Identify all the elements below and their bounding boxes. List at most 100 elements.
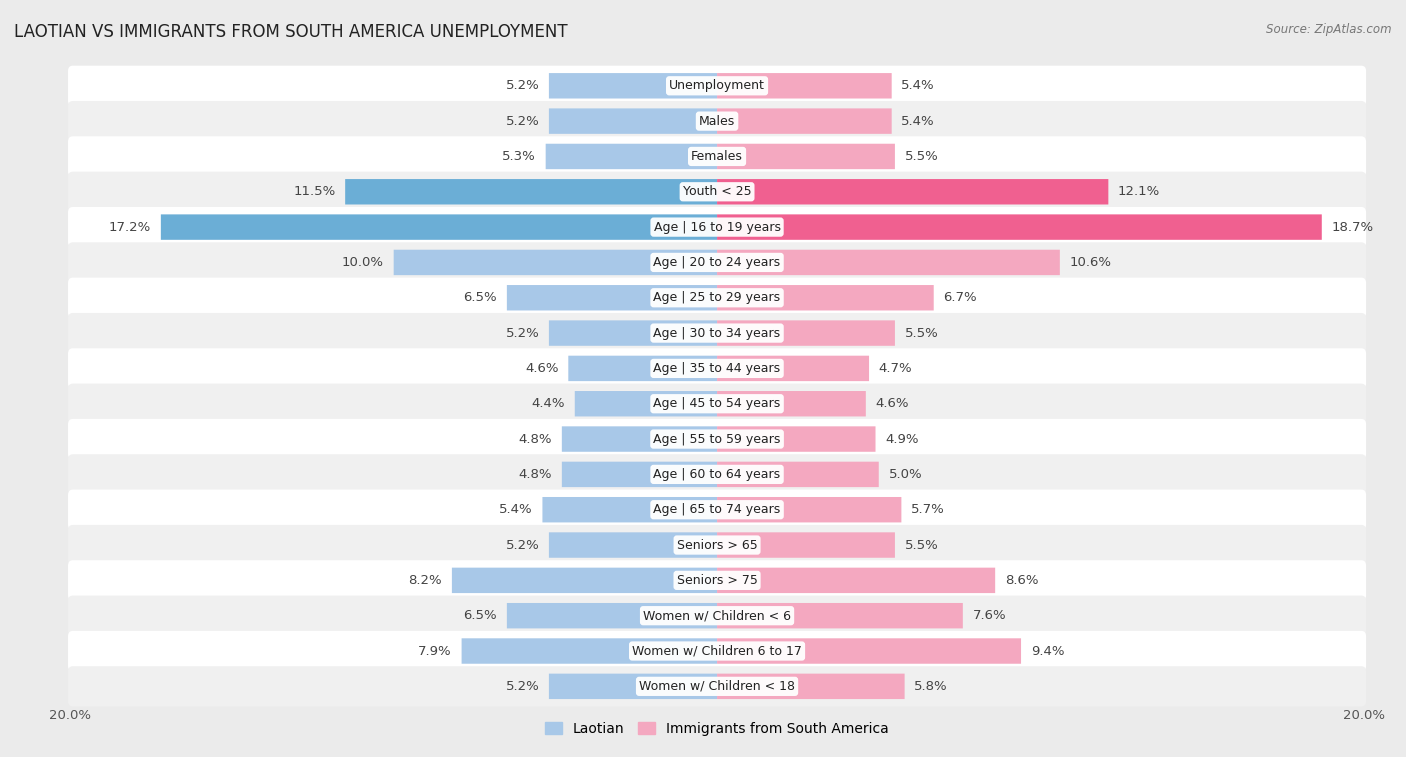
Text: 4.8%: 4.8% [519, 468, 553, 481]
Text: 8.6%: 8.6% [1005, 574, 1039, 587]
Text: Age | 16 to 19 years: Age | 16 to 19 years [654, 220, 780, 234]
FancyBboxPatch shape [67, 66, 1367, 106]
FancyBboxPatch shape [575, 391, 717, 416]
Text: 5.5%: 5.5% [904, 326, 938, 340]
FancyBboxPatch shape [67, 419, 1367, 459]
Text: 6.7%: 6.7% [943, 291, 977, 304]
Text: 7.9%: 7.9% [418, 644, 451, 658]
Text: 6.5%: 6.5% [464, 609, 498, 622]
Text: Age | 60 to 64 years: Age | 60 to 64 years [654, 468, 780, 481]
Text: Females: Females [692, 150, 742, 163]
Text: Age | 35 to 44 years: Age | 35 to 44 years [654, 362, 780, 375]
FancyBboxPatch shape [451, 568, 717, 593]
FancyBboxPatch shape [717, 179, 1108, 204]
FancyBboxPatch shape [562, 426, 717, 452]
FancyBboxPatch shape [717, 674, 904, 699]
FancyBboxPatch shape [548, 108, 717, 134]
Text: 5.5%: 5.5% [904, 150, 938, 163]
FancyBboxPatch shape [568, 356, 717, 381]
FancyBboxPatch shape [562, 462, 717, 487]
Text: 10.0%: 10.0% [342, 256, 384, 269]
FancyBboxPatch shape [717, 426, 876, 452]
Text: Age | 55 to 59 years: Age | 55 to 59 years [654, 432, 780, 446]
FancyBboxPatch shape [717, 144, 896, 169]
FancyBboxPatch shape [543, 497, 717, 522]
Text: 5.4%: 5.4% [901, 114, 935, 128]
FancyBboxPatch shape [67, 666, 1367, 706]
FancyBboxPatch shape [717, 638, 1021, 664]
FancyBboxPatch shape [546, 144, 717, 169]
Text: Youth < 25: Youth < 25 [683, 185, 751, 198]
FancyBboxPatch shape [461, 638, 717, 664]
Text: Age | 20 to 24 years: Age | 20 to 24 years [654, 256, 780, 269]
Text: 4.9%: 4.9% [886, 432, 918, 446]
FancyBboxPatch shape [506, 285, 717, 310]
FancyBboxPatch shape [67, 242, 1367, 282]
FancyBboxPatch shape [67, 490, 1367, 530]
Text: 4.6%: 4.6% [876, 397, 910, 410]
Text: 5.3%: 5.3% [502, 150, 536, 163]
Text: Seniors > 75: Seniors > 75 [676, 574, 758, 587]
FancyBboxPatch shape [717, 497, 901, 522]
FancyBboxPatch shape [67, 136, 1367, 176]
FancyBboxPatch shape [67, 207, 1367, 248]
FancyBboxPatch shape [67, 101, 1367, 142]
FancyBboxPatch shape [548, 674, 717, 699]
FancyBboxPatch shape [717, 462, 879, 487]
FancyBboxPatch shape [548, 73, 717, 98]
Text: 5.2%: 5.2% [505, 79, 538, 92]
FancyBboxPatch shape [717, 532, 896, 558]
Text: 5.2%: 5.2% [505, 114, 538, 128]
FancyBboxPatch shape [160, 214, 717, 240]
FancyBboxPatch shape [717, 214, 1322, 240]
FancyBboxPatch shape [717, 568, 995, 593]
FancyBboxPatch shape [717, 73, 891, 98]
FancyBboxPatch shape [717, 356, 869, 381]
Text: Source: ZipAtlas.com: Source: ZipAtlas.com [1267, 23, 1392, 36]
FancyBboxPatch shape [548, 320, 717, 346]
Text: 5.5%: 5.5% [904, 538, 938, 552]
Text: 5.0%: 5.0% [889, 468, 922, 481]
Text: 5.7%: 5.7% [911, 503, 945, 516]
FancyBboxPatch shape [67, 313, 1367, 354]
FancyBboxPatch shape [67, 454, 1367, 494]
Text: 6.5%: 6.5% [464, 291, 498, 304]
Text: 9.4%: 9.4% [1031, 644, 1064, 658]
Text: 12.1%: 12.1% [1118, 185, 1160, 198]
Text: 5.4%: 5.4% [499, 503, 533, 516]
FancyBboxPatch shape [67, 278, 1367, 318]
Text: Women w/ Children 6 to 17: Women w/ Children 6 to 17 [633, 644, 801, 658]
Text: 11.5%: 11.5% [294, 185, 336, 198]
Text: 7.6%: 7.6% [973, 609, 1007, 622]
Text: 5.2%: 5.2% [505, 326, 538, 340]
FancyBboxPatch shape [717, 250, 1060, 275]
FancyBboxPatch shape [67, 384, 1367, 424]
FancyBboxPatch shape [717, 108, 891, 134]
Text: 5.2%: 5.2% [505, 680, 538, 693]
Text: Women w/ Children < 6: Women w/ Children < 6 [643, 609, 792, 622]
Text: Age | 45 to 54 years: Age | 45 to 54 years [654, 397, 780, 410]
Text: Unemployment: Unemployment [669, 79, 765, 92]
Text: Seniors > 65: Seniors > 65 [676, 538, 758, 552]
Text: Women w/ Children < 18: Women w/ Children < 18 [640, 680, 794, 693]
FancyBboxPatch shape [67, 596, 1367, 636]
Legend: Laotian, Immigrants from South America: Laotian, Immigrants from South America [540, 716, 894, 742]
FancyBboxPatch shape [67, 172, 1367, 212]
FancyBboxPatch shape [67, 525, 1367, 565]
Text: 4.8%: 4.8% [519, 432, 553, 446]
FancyBboxPatch shape [717, 320, 896, 346]
Text: 10.6%: 10.6% [1070, 256, 1112, 269]
Text: LAOTIAN VS IMMIGRANTS FROM SOUTH AMERICA UNEMPLOYMENT: LAOTIAN VS IMMIGRANTS FROM SOUTH AMERICA… [14, 23, 568, 41]
Text: Age | 30 to 34 years: Age | 30 to 34 years [654, 326, 780, 340]
Text: 4.4%: 4.4% [531, 397, 565, 410]
Text: 18.7%: 18.7% [1331, 220, 1374, 234]
Text: 8.2%: 8.2% [409, 574, 441, 587]
Text: Age | 25 to 29 years: Age | 25 to 29 years [654, 291, 780, 304]
Text: Males: Males [699, 114, 735, 128]
FancyBboxPatch shape [717, 603, 963, 628]
FancyBboxPatch shape [717, 285, 934, 310]
FancyBboxPatch shape [344, 179, 717, 204]
Text: 17.2%: 17.2% [108, 220, 152, 234]
FancyBboxPatch shape [506, 603, 717, 628]
FancyBboxPatch shape [717, 391, 866, 416]
